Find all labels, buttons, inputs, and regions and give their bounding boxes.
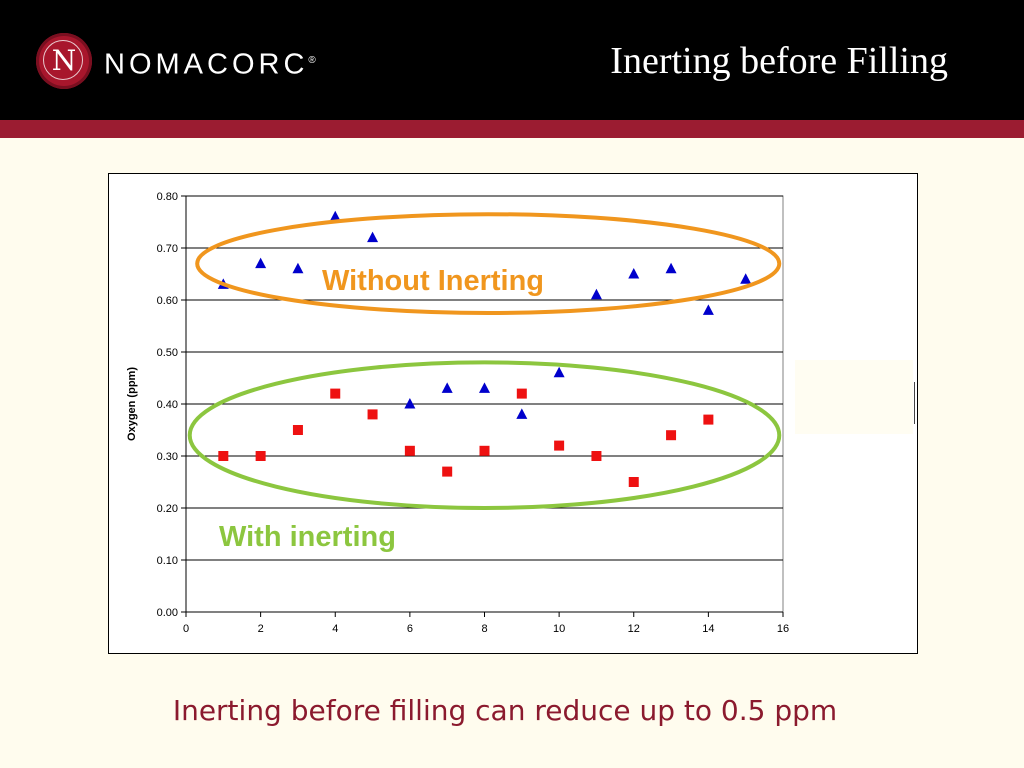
square-point [404, 445, 415, 456]
footer-caption: Inerting before filling can reduce up to… [172, 694, 838, 727]
triangle-point [740, 273, 752, 284]
y-tick-label: 0.30 [157, 451, 178, 463]
square-point [703, 414, 714, 425]
x-tick-label: 14 [702, 623, 714, 635]
y-tick-label: 0.50 [157, 347, 178, 359]
triangle-point [590, 288, 602, 300]
x-tick-label: 4 [332, 623, 338, 635]
header-bar [0, 0, 1024, 120]
header-accent-band [0, 120, 1024, 138]
nomacorc-logo-icon: N [36, 33, 92, 89]
legend-placeholder-edge [914, 382, 915, 424]
square-point [218, 451, 229, 461]
logo-wordmark-text: NOMACORC [104, 48, 309, 81]
triangle-point [404, 398, 416, 409]
square-point [516, 388, 527, 399]
triangle-point [553, 366, 565, 378]
x-tick-label: 12 [628, 623, 640, 635]
y-axis-label: Oxygen (ppm) [126, 367, 138, 441]
registered-mark: ® [308, 55, 316, 66]
square-point [554, 440, 565, 451]
with-inerting-label: With inerting [219, 521, 396, 553]
x-tick-label: 8 [481, 623, 487, 635]
square-point [292, 425, 303, 435]
y-tick-label: 0.70 [157, 243, 178, 255]
without-inerting-ellipse [195, 212, 782, 315]
y-tick-label: 0.80 [157, 191, 178, 203]
logo-letter: N [51, 44, 77, 77]
y-tick-label: 0.00 [157, 607, 178, 619]
x-tick-label: 16 [777, 623, 789, 635]
slide-title: Inerting before Filling [610, 40, 948, 82]
logo-wordmark: NOMACORC® [104, 44, 316, 82]
triangle-point [255, 257, 267, 269]
square-point [666, 430, 677, 441]
triangle-point [329, 210, 341, 222]
triangle-point [702, 304, 714, 315]
x-tick-label: 10 [553, 623, 565, 635]
triangle-point [441, 382, 453, 393]
chart-frame: 0.00 0.10 0.20 0.30 0.40 0.50 0.60 0.70 0.80 0 2 4 6… [108, 173, 918, 654]
x-tick-label: 2 [258, 623, 264, 635]
square-point [367, 409, 378, 420]
y-tick-label: 0.60 [157, 295, 178, 307]
square-point [330, 388, 341, 399]
x-tick-label: 0 [183, 623, 189, 635]
with-inerting-ellipse [187, 360, 782, 511]
square-point [591, 451, 602, 461]
without-inerting-label: Without Inerting [322, 265, 544, 297]
square-point [628, 477, 639, 487]
triangle-point [479, 382, 490, 393]
y-tick-label: 0.20 [157, 503, 178, 515]
y-tick-label: 0.40 [157, 399, 178, 411]
triangle-point [292, 262, 304, 274]
y-tick-label: 0.10 [157, 555, 178, 567]
square-point [442, 466, 453, 477]
triangle-point [665, 262, 677, 274]
legend-placeholder [795, 360, 913, 434]
square-point [255, 451, 266, 461]
triangle-point [628, 268, 640, 279]
triangle-point [367, 231, 379, 243]
triangle-point [516, 408, 528, 419]
oxygen-scatter-chart: 0.00 0.10 0.20 0.30 0.40 0.50 0.60 0.70 0.80 0 2 4 6… [126, 191, 789, 635]
x-tick-label: 6 [407, 623, 413, 635]
square-point [479, 445, 490, 456]
